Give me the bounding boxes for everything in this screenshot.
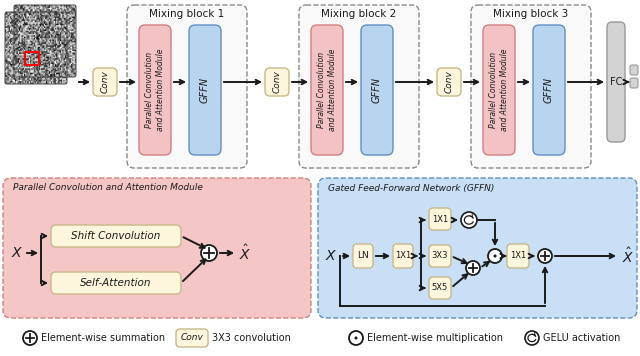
Circle shape xyxy=(493,255,497,257)
FancyBboxPatch shape xyxy=(127,5,247,168)
Text: Parallel Convolution
and Attention Module: Parallel Convolution and Attention Modul… xyxy=(145,49,164,131)
Text: GFFN: GFFN xyxy=(372,77,382,103)
FancyBboxPatch shape xyxy=(176,329,208,347)
FancyBboxPatch shape xyxy=(51,272,181,294)
FancyBboxPatch shape xyxy=(361,25,393,155)
Text: Parallel Convolution
and Attention Module: Parallel Convolution and Attention Modul… xyxy=(317,49,337,131)
Text: Conv: Conv xyxy=(273,70,282,93)
Text: $\hat{X}$: $\hat{X}$ xyxy=(239,244,252,263)
FancyBboxPatch shape xyxy=(483,25,515,155)
Circle shape xyxy=(201,245,217,261)
FancyBboxPatch shape xyxy=(607,22,625,142)
Circle shape xyxy=(349,331,363,345)
Text: Conv: Conv xyxy=(180,334,204,342)
Text: LN: LN xyxy=(357,251,369,261)
FancyBboxPatch shape xyxy=(533,25,565,155)
FancyBboxPatch shape xyxy=(429,208,451,230)
FancyBboxPatch shape xyxy=(429,277,451,299)
FancyBboxPatch shape xyxy=(51,225,181,247)
Text: Conv: Conv xyxy=(445,70,454,93)
Text: Mixing block 1: Mixing block 1 xyxy=(149,9,225,19)
FancyBboxPatch shape xyxy=(93,68,117,96)
Text: 1X1: 1X1 xyxy=(432,215,448,224)
Circle shape xyxy=(538,249,552,263)
Text: $\hat{X}$: $\hat{X}$ xyxy=(622,246,634,266)
Text: Self-Attention: Self-Attention xyxy=(80,278,152,288)
Circle shape xyxy=(466,261,480,275)
Circle shape xyxy=(525,331,539,345)
Text: 1X1: 1X1 xyxy=(510,251,526,261)
FancyBboxPatch shape xyxy=(393,244,413,268)
Text: FC: FC xyxy=(610,77,622,87)
FancyBboxPatch shape xyxy=(630,65,638,75)
Text: $X$: $X$ xyxy=(325,249,337,263)
FancyBboxPatch shape xyxy=(311,25,343,155)
FancyBboxPatch shape xyxy=(318,178,637,318)
FancyBboxPatch shape xyxy=(265,68,289,96)
Text: Gated Feed-Forward Network (GFFN): Gated Feed-Forward Network (GFFN) xyxy=(328,183,494,193)
Text: Conv: Conv xyxy=(100,70,109,93)
Text: $X$: $X$ xyxy=(11,246,23,260)
FancyBboxPatch shape xyxy=(139,25,171,155)
Text: Shift Convolution: Shift Convolution xyxy=(71,231,161,241)
FancyBboxPatch shape xyxy=(471,5,591,168)
Circle shape xyxy=(23,331,37,345)
FancyBboxPatch shape xyxy=(353,244,373,268)
Text: Parallel Convolution and Attention Module: Parallel Convolution and Attention Modul… xyxy=(13,183,203,193)
Text: Parallel Convolution
and Attention Module: Parallel Convolution and Attention Modul… xyxy=(490,49,509,131)
Text: Mixing block 2: Mixing block 2 xyxy=(321,9,397,19)
Text: GFFN: GFFN xyxy=(544,77,554,103)
Text: GELU activation: GELU activation xyxy=(543,333,620,343)
Text: Element-wise multiplication: Element-wise multiplication xyxy=(367,333,503,343)
FancyBboxPatch shape xyxy=(429,245,451,267)
Circle shape xyxy=(461,212,477,228)
Circle shape xyxy=(488,249,502,263)
FancyBboxPatch shape xyxy=(507,244,529,268)
Text: Mixing block 3: Mixing block 3 xyxy=(493,9,568,19)
FancyBboxPatch shape xyxy=(630,78,638,88)
Text: 1X1: 1X1 xyxy=(395,251,411,261)
Text: 3X3: 3X3 xyxy=(432,251,448,261)
Text: 5X5: 5X5 xyxy=(432,283,448,293)
FancyBboxPatch shape xyxy=(3,178,311,318)
FancyBboxPatch shape xyxy=(437,68,461,96)
Circle shape xyxy=(355,336,358,340)
Text: GFFN: GFFN xyxy=(200,77,210,103)
Text: Element-wise summation: Element-wise summation xyxy=(41,333,165,343)
Text: 3X3 convolution: 3X3 convolution xyxy=(212,333,291,343)
FancyBboxPatch shape xyxy=(299,5,419,168)
FancyBboxPatch shape xyxy=(189,25,221,155)
